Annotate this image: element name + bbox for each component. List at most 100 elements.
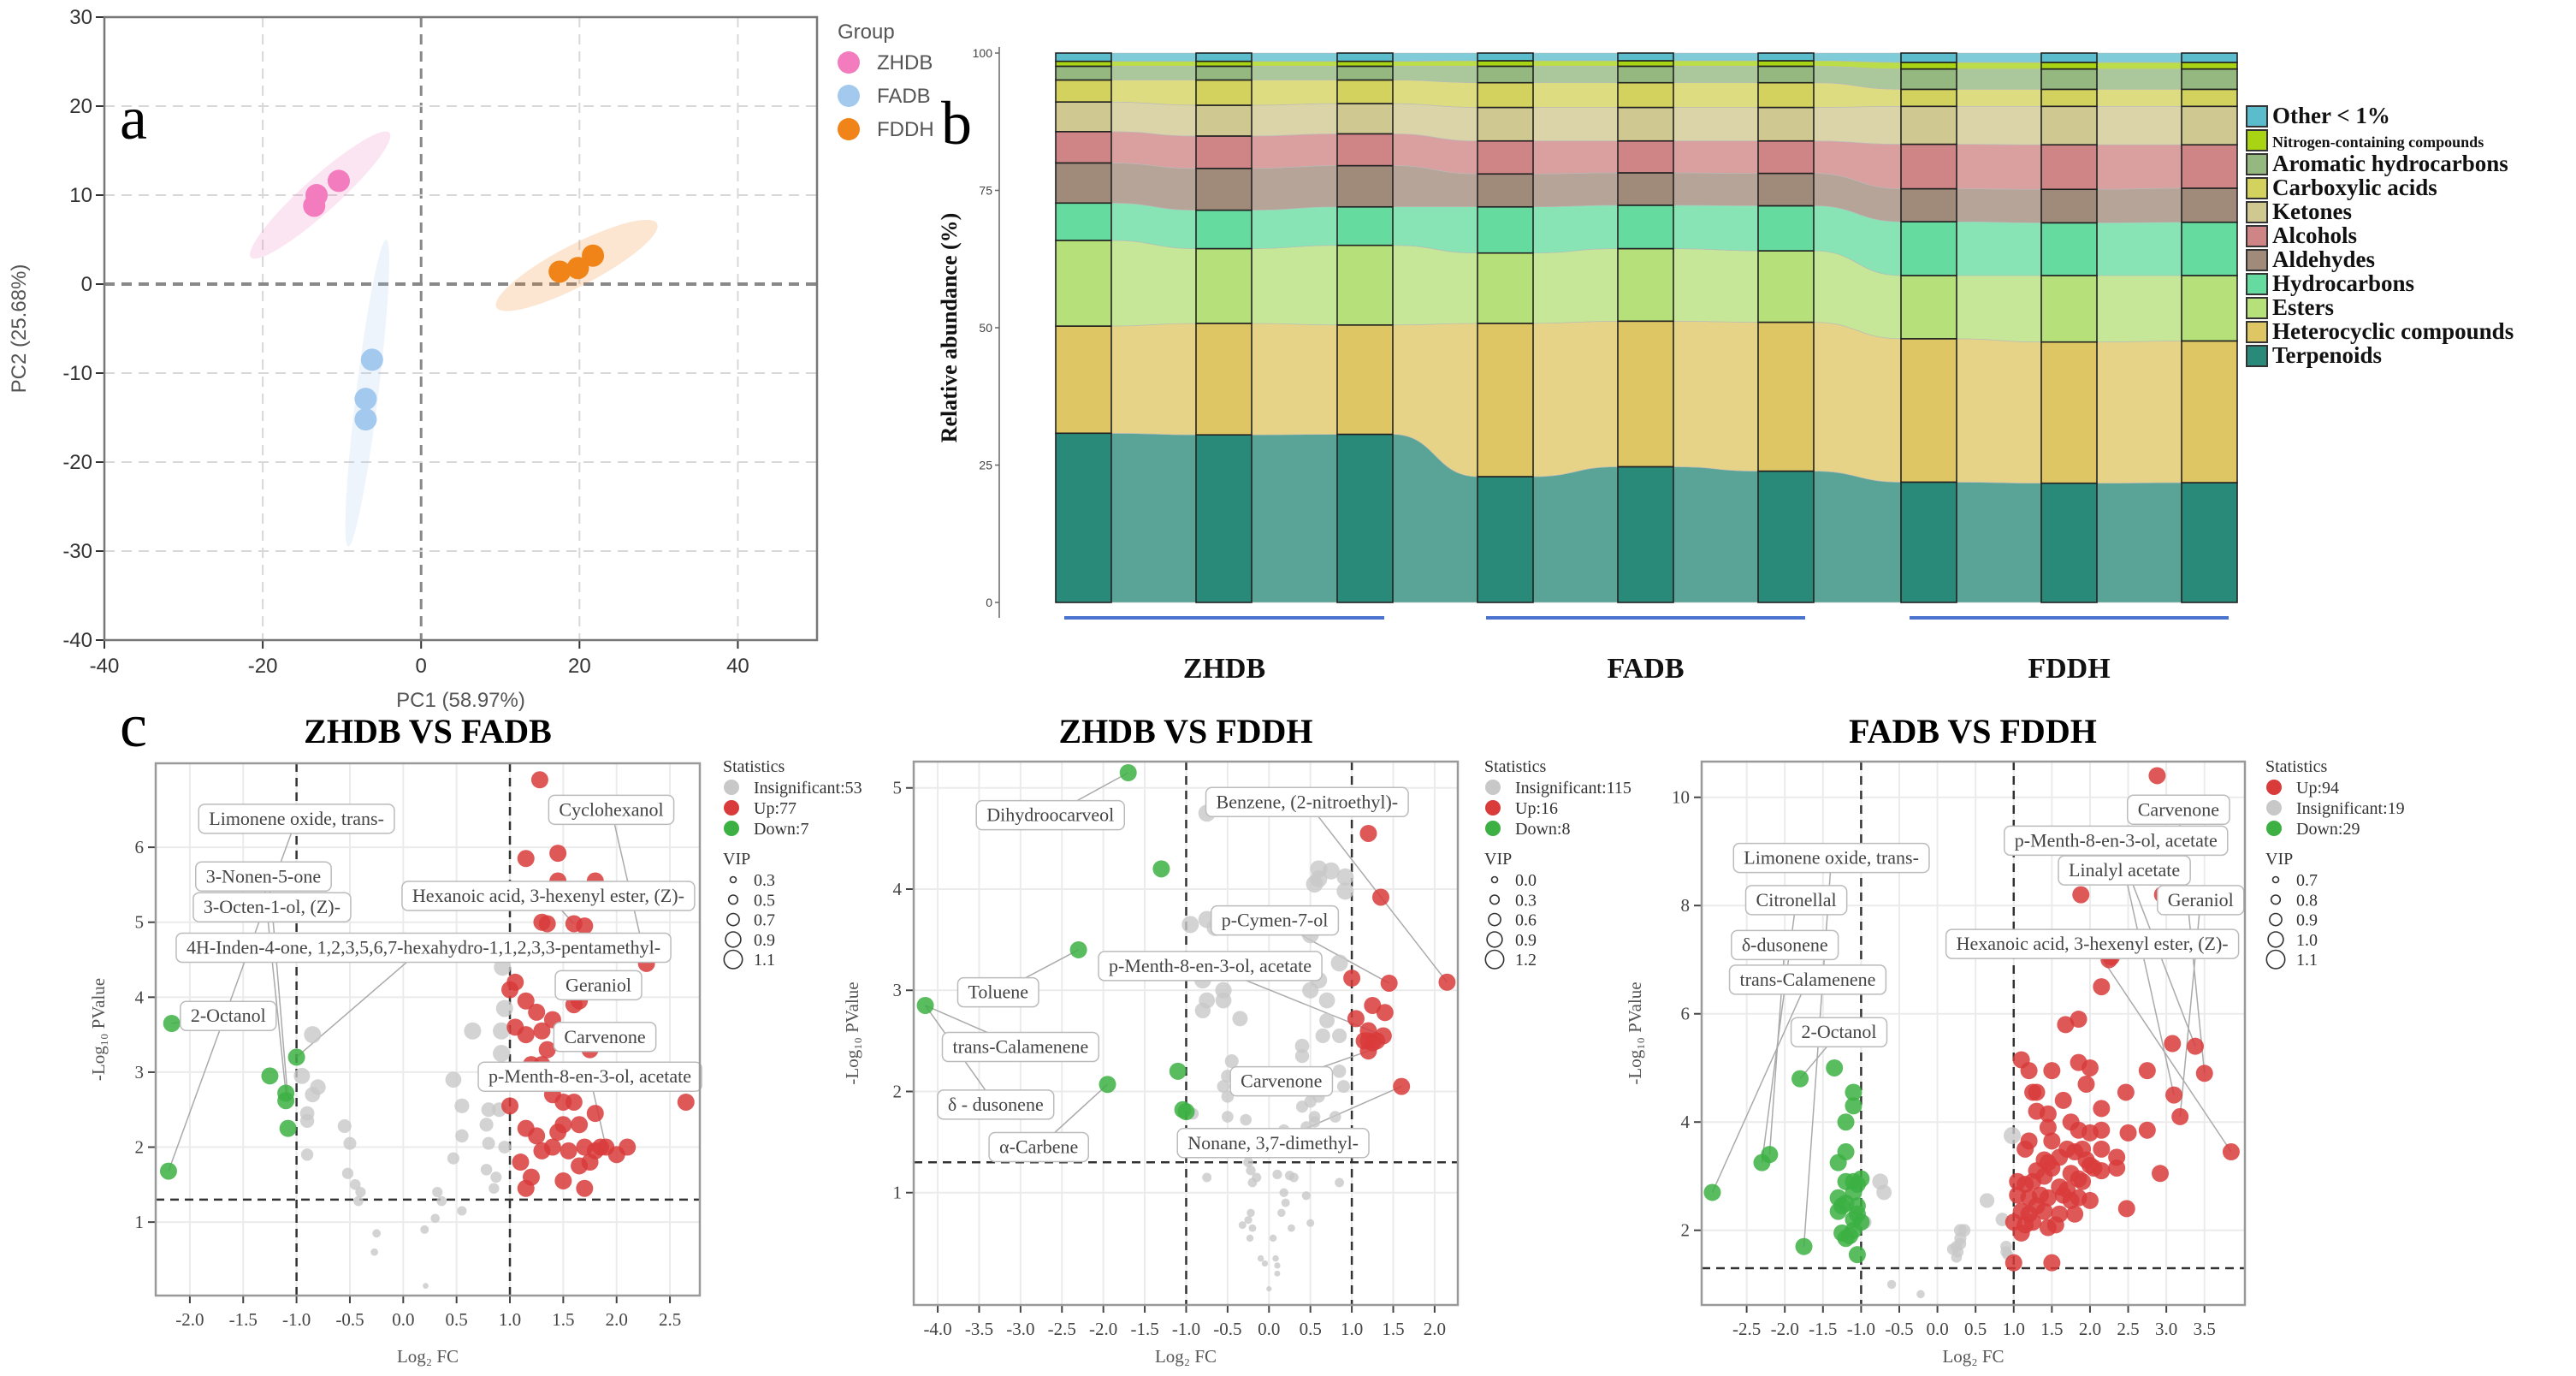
vip-legend-title: VIP [723, 850, 750, 869]
volcano-xtick-label: 1.5 [1382, 1319, 1404, 1339]
annotation-label: Linalyl acetate [2058, 855, 2191, 886]
flow-other- [1813, 52, 1902, 63]
volcano-point-insignificant [1252, 1172, 1262, 1183]
legend-swatch-insignificant [2266, 800, 2282, 816]
volcano-ytick-label: 2 [1681, 1220, 1691, 1241]
bar-segment-heterocyclic-compounds [1477, 323, 1534, 477]
bar-segment-esters [2181, 275, 2238, 342]
annotation-box [2004, 825, 2229, 857]
bar-segment-other- [1757, 52, 1815, 62]
volcano-title: ZHDB VS FDDH [1058, 712, 1312, 750]
flow-carboxylic-acids [1392, 80, 1478, 108]
flow-hydrocarbons [1956, 221, 2042, 276]
bar-segment-terpenoids [1477, 476, 1534, 603]
annotation-box [192, 892, 352, 922]
volcano-point-up [549, 845, 567, 863]
volcano-point-up [1347, 1010, 1365, 1028]
flow-aldehydes [1110, 163, 1197, 211]
volcano-point-down [1169, 1062, 1187, 1080]
volcano-point-insignificant [482, 1136, 495, 1150]
volcano-point-up [2108, 1148, 2126, 1166]
statistics-legend-label: Up:94 [2296, 779, 2339, 798]
volcano-point-insignificant [1232, 1011, 1248, 1027]
bar-segment-aromatic-hydrocarbons [1477, 65, 1534, 84]
flow-ketones [1813, 105, 1902, 145]
flow-alcohols [1251, 133, 1338, 169]
legend-swatch-down [724, 821, 739, 836]
flow-carboxylic-acids [2096, 89, 2182, 107]
annotation-text: Limonene oxide, trans- [1744, 847, 1919, 869]
annotation-leader-line [1711, 979, 1809, 1193]
volcano-point-up [576, 1179, 594, 1197]
volcano-point-up [2117, 1083, 2135, 1101]
volcano-xtick-label: 3.0 [2155, 1319, 2177, 1339]
pca-ytick-label: 20 [69, 95, 92, 118]
annotation-box [548, 794, 675, 826]
volcano-point-insignificant [445, 1071, 462, 1088]
bar-segment-aromatic-hydrocarbons [2181, 68, 2238, 91]
volcano-point-insignificant [481, 1102, 496, 1118]
annotation-box [477, 1061, 702, 1092]
annotation-text: Citronellal [1756, 889, 1837, 910]
annotation-box [1098, 951, 1323, 982]
volcano-point-insignificant [1288, 1172, 1299, 1183]
panel-label-a: a [120, 84, 147, 152]
bar-segment-ketones [1617, 106, 1674, 142]
bar-segment-hydrocarbons [1477, 205, 1534, 254]
bar-segment-hydrocarbons [1900, 221, 1957, 276]
bar-segment-nitrogen-containing-compounds [1195, 60, 1252, 68]
legend-swatch [2246, 321, 2268, 343]
flow-heterocyclic-compounds [1251, 323, 1338, 436]
vip-size-marker [1490, 875, 1499, 884]
bar-segment-alcohols [1900, 143, 1957, 190]
legend-label: Aldehydes [2272, 246, 2375, 272]
volcano-point-insignificant [1215, 992, 1232, 1009]
annotation-label: 3-Nonen-5-one [194, 861, 332, 893]
volcano-point-insignificant [1287, 1224, 1295, 1232]
annotation-label: 4H-Inden-4-one, 1,2,3,5,6,7-hexahydro-1,… [175, 932, 672, 964]
annotation-text: Carvenone [2138, 798, 2219, 820]
flow-carboxylic-acids [1673, 82, 1759, 108]
vip-legend-title: VIP [2265, 850, 2293, 869]
volcano-point-insignificant [1876, 1184, 1892, 1201]
volcano-point-up [2093, 1100, 2111, 1118]
volcano-point-insignificant [479, 1118, 494, 1132]
volcano-point-up [2058, 1181, 2076, 1199]
volcano-point-up [571, 1116, 589, 1134]
volcano-point-up [1371, 888, 1389, 906]
annotation-label: Carvenone [2127, 794, 2230, 826]
pca-ytick-label: 0 [81, 273, 92, 296]
annotation-label: Toluene [956, 976, 1039, 1008]
legend-swatch [2246, 297, 2268, 319]
bar-segment-hydrocarbons [1055, 202, 1112, 241]
flow-terpenoids [1956, 482, 2042, 603]
pca-point-zhdb [305, 184, 329, 206]
annotation-text: Carvenone [1241, 1071, 1322, 1092]
bar-segment-alcohols [1757, 139, 1815, 175]
pca-ytick-label: -20 [62, 451, 92, 474]
bar-ytick-label: 100 [973, 46, 993, 60]
volcano-point-insignificant [493, 1022, 511, 1040]
volcano-ytick-label: 3 [135, 1062, 145, 1082]
volcano-xtick-label: -2.0 [175, 1309, 204, 1330]
volcano-plot-1: ZHDB VS FADB -2.0 -1.5 -1.0 -0.5 0.0 0.5 1.0 1.5… [88, 712, 862, 1367]
volcano-point-down [163, 1014, 181, 1032]
volcano-xtick-label: 0.0 [392, 1309, 414, 1330]
volcano-point-insignificant [1274, 1270, 1281, 1277]
bar-segment-carboxylic-acids [2040, 88, 2098, 108]
volcano-point-down [1174, 1100, 1192, 1118]
volcano-xtick-label: -3.0 [1006, 1319, 1034, 1339]
annotation-text: Carvenone [564, 1026, 645, 1047]
volcano-point-insignificant [337, 1118, 352, 1134]
flow-carboxylic-acids [1251, 80, 1338, 106]
annotation-text: Hexanoic acid, 3-hexenyl ester, (Z)- [412, 885, 684, 906]
volcano-point-up [2012, 1224, 2030, 1242]
volcano-point-up [1359, 824, 1377, 842]
volcano-point-up [528, 1003, 546, 1021]
bar-segment-hydrocarbons [1195, 209, 1252, 250]
volcano-point-insignificant [1272, 1169, 1282, 1180]
flow-other- [1532, 52, 1619, 62]
bar-segment-aromatic-hydrocarbons [1900, 68, 1957, 91]
bar-segment-carboxylic-acids [1617, 81, 1674, 109]
volcano-point-up [2046, 1216, 2064, 1234]
